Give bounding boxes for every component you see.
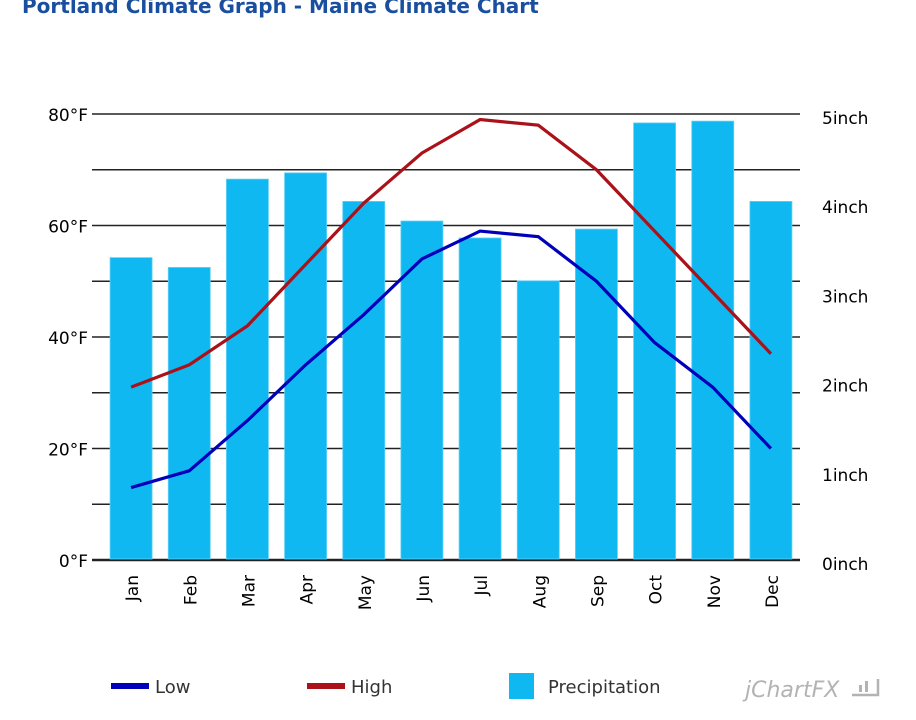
- right-axis-tick-label: 3inch: [822, 287, 868, 307]
- temperature-lines: [130, 117, 773, 490]
- x-axis-tick-label: Sep: [588, 575, 608, 607]
- precipitation-bars: [109, 120, 793, 560]
- x-axis-tick-label: Nov: [705, 575, 725, 608]
- precipitation-bar-jul: [458, 237, 502, 560]
- x-axis-tick-label: Jan: [123, 575, 143, 602]
- grid-lines: [92, 113, 800, 562]
- left-axis-tick-label: 20°F: [48, 441, 88, 461]
- legend-label: High: [351, 677, 392, 698]
- chart-title: Portland Climate Graph - Maine Climate C…: [22, 0, 539, 18]
- x-axis-tick-label: Jul: [472, 575, 492, 597]
- precipitation-legend-swatch-icon: [509, 673, 534, 699]
- precipitation-bar-sep: [575, 228, 618, 560]
- low-temperature-line: [130, 229, 773, 490]
- right-axis-tick-label: 2inch: [822, 377, 868, 397]
- low-legend-swatch-icon: [111, 683, 149, 689]
- legend-item-high[interactable]: High: [307, 677, 392, 698]
- precipitation-bar-dec: [749, 201, 793, 560]
- right-axis-tick-label: 1inch: [822, 466, 868, 486]
- legend-label: Low: [155, 677, 190, 698]
- right-axis-tick-label: 0inch: [822, 555, 868, 575]
- x-axis-tick-label: May: [356, 575, 376, 610]
- legend-label: Precipitation: [548, 677, 661, 698]
- legend-item-precipitation[interactable]: Precipitation: [509, 673, 661, 699]
- right-axis: 0inch 1inch 2inch 3inch 4inch 5inch: [822, 109, 868, 575]
- x-axis-tick-label: Aug: [530, 575, 550, 608]
- x-axis-tick-label: Oct: [647, 575, 667, 605]
- x-axis-tick-label: Apr: [298, 575, 318, 604]
- precipitation-bar-jun: [400, 220, 444, 560]
- x-axis-tick-label: Jun: [414, 575, 434, 603]
- precipitation-bar-aug: [516, 280, 560, 560]
- left-axis-tick-label: 40°F: [48, 329, 88, 349]
- right-axis-tick-label: 4inch: [822, 198, 868, 218]
- right-axis-tick-label: 5inch: [822, 109, 868, 129]
- jchartfx-logo-icon: [852, 679, 880, 697]
- legend: Low High Precipitation: [111, 673, 661, 699]
- legend-item-low[interactable]: Low: [111, 677, 190, 698]
- x-axis-tick-label: Feb: [181, 575, 201, 605]
- precipitation-bar-feb: [167, 267, 211, 560]
- left-axis-tick-label: 80°F: [48, 106, 88, 126]
- x-axis-tick-label: Mar: [239, 575, 259, 607]
- left-axis-tick-label: 0°F: [59, 552, 88, 572]
- x-axis-tick-label: Dec: [763, 575, 783, 608]
- jchartfx-brand: jChartFX: [742, 678, 840, 703]
- high-legend-swatch-icon: [307, 683, 345, 689]
- precipitation-bar-mar: [226, 178, 269, 560]
- high-temperature-line: [130, 117, 773, 389]
- left-axis: 0°F 20°F 40°F 60°F 80°F: [48, 106, 88, 572]
- precipitation-bar-may: [342, 201, 386, 560]
- precipitation-bar-jan: [109, 257, 153, 560]
- x-axis: Jan Feb Mar Apr May Jun Jul Aug Sep Oct Nov Dec: [123, 575, 783, 610]
- left-axis-tick-label: 60°F: [48, 218, 88, 238]
- precipitation-bar-nov: [691, 120, 735, 560]
